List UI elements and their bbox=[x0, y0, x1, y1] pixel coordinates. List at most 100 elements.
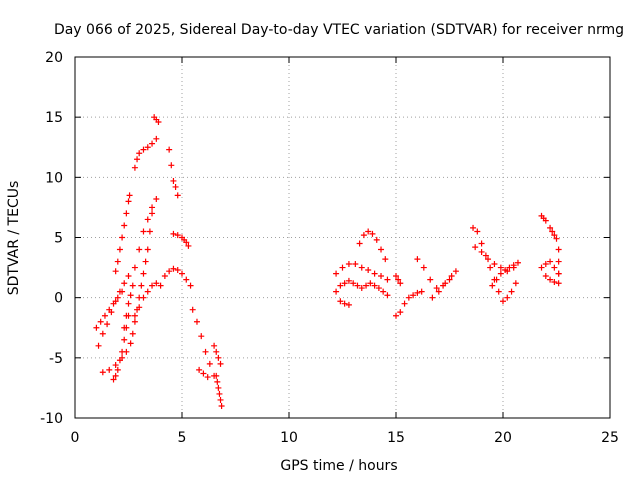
data-point bbox=[433, 285, 440, 292]
x-tick-label: 5 bbox=[178, 430, 187, 446]
axis-ticks: 0 5 10 15 20 25 -10 -5 0 5 10 15 20 bbox=[40, 50, 619, 446]
data-point bbox=[542, 217, 549, 224]
x-tick-label: 20 bbox=[494, 430, 512, 446]
data-point bbox=[405, 294, 412, 301]
data-point bbox=[506, 264, 513, 271]
data-point bbox=[211, 342, 218, 349]
data-point bbox=[153, 195, 160, 202]
data-point bbox=[380, 288, 387, 295]
data-point bbox=[131, 264, 138, 271]
data-point bbox=[549, 228, 556, 235]
grid bbox=[75, 57, 610, 418]
x-tick-label: 10 bbox=[280, 430, 298, 446]
data-point bbox=[358, 285, 365, 292]
data-point bbox=[512, 280, 519, 287]
data-point bbox=[339, 264, 346, 271]
data-point bbox=[371, 270, 378, 277]
data-point bbox=[491, 260, 498, 267]
chart-title: Day 066 of 2025, Sidereal Day-to-day VTE… bbox=[54, 22, 624, 38]
data-point bbox=[131, 164, 138, 171]
data-point bbox=[112, 268, 119, 275]
data-point bbox=[193, 318, 200, 325]
data-point bbox=[345, 260, 352, 267]
data-point bbox=[125, 273, 132, 280]
data-point bbox=[204, 374, 211, 381]
data-point bbox=[373, 236, 380, 243]
data-point bbox=[350, 280, 357, 287]
data-point bbox=[500, 298, 506, 305]
data-point bbox=[448, 273, 455, 280]
data-point bbox=[333, 288, 340, 295]
data-point bbox=[217, 360, 224, 367]
data-point bbox=[215, 384, 222, 391]
data-point bbox=[101, 312, 108, 319]
data-point bbox=[198, 333, 205, 340]
data-point bbox=[153, 280, 160, 287]
data-point bbox=[435, 288, 442, 295]
data-point bbox=[553, 235, 560, 242]
y-tick-label: -10 bbox=[40, 411, 63, 427]
data-point bbox=[420, 264, 427, 271]
data-point bbox=[110, 376, 117, 383]
data-point bbox=[485, 256, 492, 263]
data-point bbox=[119, 288, 126, 295]
data-point bbox=[352, 260, 359, 267]
data-point bbox=[106, 306, 113, 313]
data-point bbox=[168, 162, 175, 169]
data-point bbox=[121, 280, 128, 287]
data-point bbox=[345, 277, 352, 284]
x-tick-label: 25 bbox=[601, 430, 619, 446]
data-point bbox=[363, 282, 370, 289]
y-axis-label: SDTVAR / TECUs bbox=[6, 181, 22, 296]
data-point bbox=[183, 276, 190, 283]
data-point bbox=[99, 369, 106, 376]
data-point bbox=[146, 228, 153, 235]
data-point bbox=[367, 280, 374, 287]
data-point bbox=[140, 270, 147, 277]
data-point bbox=[112, 372, 119, 379]
data-point bbox=[121, 336, 128, 343]
data-point bbox=[414, 289, 421, 296]
data-point bbox=[149, 282, 156, 289]
data-point bbox=[93, 324, 100, 331]
y-tick-label: -5 bbox=[49, 351, 63, 367]
data-point bbox=[384, 276, 391, 283]
data-point bbox=[206, 360, 213, 367]
data-point bbox=[189, 306, 196, 313]
data-point bbox=[493, 276, 500, 283]
data-point bbox=[213, 372, 220, 379]
data-point bbox=[414, 256, 421, 263]
data-point bbox=[551, 232, 558, 239]
data-point bbox=[375, 285, 382, 292]
data-point bbox=[358, 264, 365, 271]
data-point bbox=[360, 232, 367, 239]
data-point bbox=[341, 280, 348, 287]
data-point bbox=[497, 270, 504, 277]
data-point bbox=[427, 276, 434, 283]
data-point bbox=[452, 268, 459, 275]
data-point bbox=[341, 300, 348, 307]
data-point bbox=[542, 273, 549, 280]
data-point bbox=[384, 292, 391, 299]
data-point bbox=[166, 146, 173, 153]
data-point bbox=[504, 294, 511, 301]
data-point bbox=[354, 282, 361, 289]
data-point bbox=[170, 177, 177, 184]
data-point bbox=[215, 354, 222, 361]
data-point bbox=[129, 330, 136, 337]
data-point bbox=[555, 246, 562, 253]
data-point bbox=[119, 348, 126, 355]
data-point bbox=[172, 183, 179, 190]
data-point bbox=[510, 262, 517, 269]
data-point bbox=[410, 292, 417, 299]
data-point bbox=[140, 146, 147, 153]
data-point bbox=[129, 282, 136, 289]
y-tick-label: 5 bbox=[54, 231, 63, 247]
data-point bbox=[97, 318, 104, 325]
data-point bbox=[116, 357, 123, 364]
data-point bbox=[114, 258, 121, 265]
data-point bbox=[125, 300, 132, 307]
data-point bbox=[495, 288, 502, 295]
data-point bbox=[121, 222, 128, 229]
